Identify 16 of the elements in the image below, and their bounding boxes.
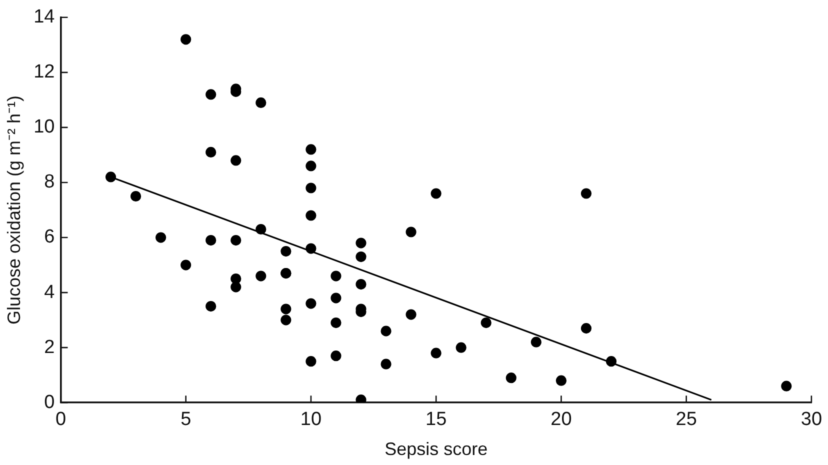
x-tick-label: 20 (550, 409, 572, 430)
y-tick-label: 8 (44, 172, 55, 193)
x-axis-title: Sepsis score (384, 439, 488, 460)
y-tick-label: 2 (44, 336, 55, 358)
y-tick-label: 14 (34, 6, 56, 28)
y-tick-label: 10 (34, 116, 55, 138)
x-tick-label: 5 (180, 409, 192, 430)
y-tick-label: 12 (34, 62, 55, 83)
y-tick-label: 4 (44, 282, 56, 303)
x-tick-label: 15 (426, 409, 447, 430)
y-tick-label: 6 (44, 226, 55, 248)
x-tick-label: 10 (300, 409, 322, 430)
y-axis-title: Glucose oxidation (g m⁻² h⁻¹) (4, 95, 24, 325)
y-tick-label: 0 (44, 392, 55, 413)
x-tick-label: 30 (800, 409, 822, 430)
x-tick-label: 25 (676, 409, 697, 430)
